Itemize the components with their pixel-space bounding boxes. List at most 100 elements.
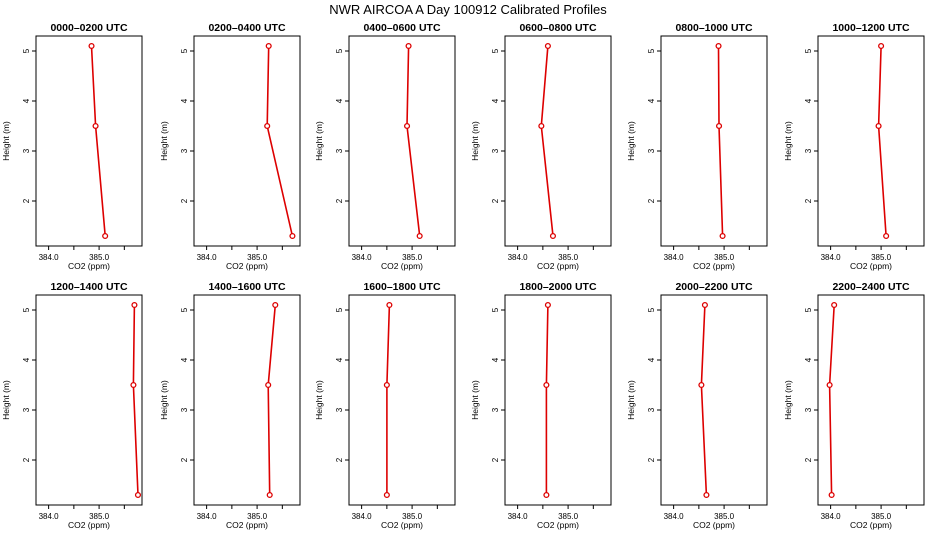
y-tick-label: 2 bbox=[180, 198, 189, 203]
y-tick-label: 2 bbox=[647, 198, 656, 203]
x-tick-label: 385.0 bbox=[558, 253, 579, 262]
y-axis-label: Height (m) bbox=[783, 121, 793, 161]
x-tick-label: 385.0 bbox=[558, 512, 579, 521]
y-tick-label: 4 bbox=[180, 98, 189, 103]
y-tick-label: 4 bbox=[491, 98, 500, 103]
data-point bbox=[416, 232, 423, 240]
x-tick-label: 384.0 bbox=[664, 253, 685, 262]
panel-1: 0000–0200 UTC 384.0 385.0 2 3 4 5 CO2 (ppm) Heig… bbox=[1, 22, 143, 271]
profile-line bbox=[266, 45, 294, 237]
y-tick-label: 3 bbox=[22, 148, 31, 153]
data-point bbox=[131, 301, 138, 309]
profile-line bbox=[406, 45, 421, 237]
data-point bbox=[698, 381, 705, 389]
x-axis-label: CO2 (ppm) bbox=[381, 261, 423, 271]
x-axis-label: CO2 (ppm) bbox=[226, 520, 268, 530]
plot-frame bbox=[504, 35, 612, 247]
y-tick-label: 3 bbox=[180, 148, 189, 153]
x-tick-label: 384.0 bbox=[664, 512, 685, 521]
x-tick-label: 384.0 bbox=[39, 512, 60, 521]
profile-line bbox=[877, 45, 887, 237]
y-tick-label: 4 bbox=[647, 98, 656, 103]
x-tick-label: 384.0 bbox=[197, 512, 218, 521]
y-tick-label: 4 bbox=[804, 357, 813, 362]
x-tick-label: 385.0 bbox=[402, 512, 423, 521]
y-axis-label: Height (m) bbox=[470, 380, 480, 420]
data-point bbox=[826, 381, 833, 389]
plot-frame bbox=[660, 294, 768, 506]
data-point bbox=[266, 491, 273, 499]
profile-line bbox=[90, 45, 106, 237]
y-axis-label: Height (m) bbox=[314, 380, 324, 420]
y-tick-label: 4 bbox=[647, 357, 656, 362]
data-point bbox=[383, 381, 390, 389]
panel-title: 1000–1200 UTC bbox=[832, 22, 909, 34]
data-point bbox=[403, 122, 411, 130]
y-tick-label: 5 bbox=[335, 307, 344, 312]
profile-line bbox=[540, 45, 554, 237]
y-axis-label: Height (m) bbox=[626, 121, 636, 161]
plot-frame bbox=[817, 35, 925, 247]
plot-frame bbox=[660, 35, 768, 247]
y-tick-label: 5 bbox=[804, 48, 813, 53]
profile-line bbox=[545, 304, 549, 495]
data-point bbox=[701, 301, 708, 309]
data-point bbox=[102, 232, 109, 240]
x-tick-label: 384.0 bbox=[352, 512, 373, 521]
data-point bbox=[715, 42, 722, 50]
x-axis-label: CO2 (ppm) bbox=[693, 520, 735, 530]
x-tick-label: 384.0 bbox=[352, 253, 373, 262]
panel-title: 0200–0400 UTC bbox=[208, 22, 285, 34]
y-axis-label: Height (m) bbox=[159, 121, 169, 161]
y-tick-label: 5 bbox=[491, 48, 500, 53]
panel-4: 0600–0800 UTC 384.0 385.0 2 3 4 5 CO2 (ppm) Heig… bbox=[470, 22, 612, 271]
x-axis-label: CO2 (ppm) bbox=[850, 261, 892, 271]
y-tick-label: 4 bbox=[335, 357, 344, 362]
y-tick-label: 5 bbox=[335, 48, 344, 53]
plot-frame bbox=[193, 35, 301, 247]
x-tick-label: 384.0 bbox=[508, 512, 529, 521]
panel-title: 2200–2400 UTC bbox=[832, 281, 909, 293]
x-tick-label: 385.0 bbox=[402, 253, 423, 262]
y-tick-label: 4 bbox=[22, 357, 31, 362]
plot-frame bbox=[817, 294, 925, 506]
y-tick-label: 3 bbox=[491, 148, 500, 153]
panel-title: 0400–0600 UTC bbox=[363, 22, 440, 34]
y-tick-label: 4 bbox=[335, 98, 344, 103]
x-axis-label: CO2 (ppm) bbox=[68, 261, 110, 271]
data-point bbox=[549, 232, 557, 240]
x-axis-label: CO2 (ppm) bbox=[226, 261, 268, 271]
x-tick-label: 385.0 bbox=[714, 253, 735, 262]
panel-8: 1400–1600 UTC 384.0 385.0 2 3 4 5 CO2 (ppm) Heig… bbox=[159, 281, 301, 530]
y-tick-label: 4 bbox=[804, 98, 813, 103]
x-axis-label: CO2 (ppm) bbox=[381, 520, 423, 530]
panel-title: 0800–1000 UTC bbox=[675, 22, 752, 34]
figure-title: NWR AIRCOA A Day 100912 Calibrated Profi… bbox=[329, 2, 607, 17]
x-axis-label: CO2 (ppm) bbox=[537, 261, 579, 271]
data-point bbox=[538, 122, 545, 130]
panel-7: 1200–1400 UTC 384.0 385.0 2 3 4 5 CO2 (ppm) Heig… bbox=[1, 281, 143, 530]
x-tick-label: 385.0 bbox=[89, 253, 110, 262]
profile-line bbox=[828, 304, 835, 496]
x-axis-label: CO2 (ppm) bbox=[537, 520, 579, 530]
y-tick-label: 3 bbox=[22, 407, 31, 412]
panel-5: 0800–1000 UTC 384.0 385.0 2 3 4 5 CO2 (ppm) Heig… bbox=[626, 22, 768, 271]
plot-frame bbox=[348, 294, 456, 506]
y-tick-label: 2 bbox=[335, 457, 344, 462]
plot-frame bbox=[348, 35, 456, 247]
y-tick-label: 2 bbox=[22, 198, 31, 203]
panel-title: 2000–2200 UTC bbox=[675, 281, 752, 293]
y-tick-label: 2 bbox=[22, 457, 31, 462]
x-tick-label: 384.0 bbox=[821, 253, 842, 262]
panel-title: 1400–1600 UTC bbox=[208, 281, 285, 293]
y-tick-label: 5 bbox=[22, 48, 31, 53]
y-tick-label: 3 bbox=[335, 407, 344, 412]
panel-title: 1600–1800 UTC bbox=[363, 281, 440, 293]
panel-2: 0200–0400 UTC 384.0 385.0 2 3 4 5 CO2 (ppm) Heig… bbox=[159, 22, 301, 271]
y-tick-label: 2 bbox=[804, 457, 813, 462]
x-tick-label: 385.0 bbox=[247, 253, 268, 262]
y-axis-label: Height (m) bbox=[314, 121, 324, 161]
data-point bbox=[265, 42, 272, 50]
